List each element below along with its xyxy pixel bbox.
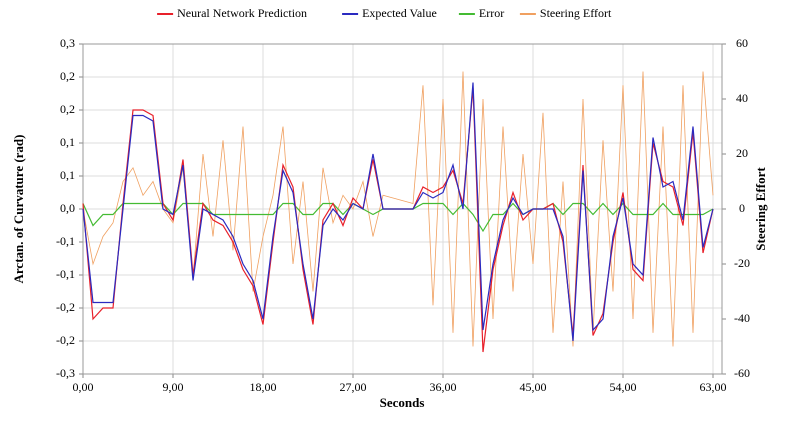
legend-label: Neural Network Prediction bbox=[177, 6, 307, 20]
y-axis-title: Arctan. of Curvature (rad) bbox=[11, 135, 26, 284]
y-tick-label: 0,3 bbox=[60, 36, 75, 50]
legend-label: Steering Effort bbox=[540, 6, 612, 20]
y-tick-label: -0,2 bbox=[56, 333, 75, 347]
y2-tick-label: 0 bbox=[739, 201, 745, 215]
y-tick-label: -0,1 bbox=[56, 267, 75, 281]
legend-label: Error bbox=[479, 6, 504, 20]
x-tick-label: 9,00 bbox=[163, 380, 184, 394]
y-tick-label: 0,1 bbox=[60, 135, 75, 149]
x-axis-title: Seconds bbox=[380, 395, 425, 410]
legend-label: Expected Value bbox=[362, 6, 437, 20]
x-tick-label: 36,00 bbox=[430, 380, 457, 394]
series-line bbox=[82, 87, 714, 353]
y2-tick-label: -20 bbox=[734, 256, 750, 270]
y2-tick-label: 40 bbox=[736, 91, 748, 105]
x-tick-label: 27,00 bbox=[340, 380, 367, 394]
y-tick-label: -0,2 bbox=[56, 300, 75, 314]
y2-axis-title: Steering Effort bbox=[753, 167, 768, 251]
y-tick-label: 0,0 bbox=[60, 201, 75, 215]
x-tick-label: 54,00 bbox=[610, 380, 637, 394]
x-tick-label: 63,00 bbox=[700, 380, 727, 394]
y2-tick-label: 60 bbox=[736, 36, 748, 50]
x-tick-label: 45,00 bbox=[520, 380, 547, 394]
y-tick-label: 0,2 bbox=[60, 69, 75, 83]
y2-tick-label: -60 bbox=[734, 366, 750, 380]
series-line bbox=[82, 82, 714, 342]
x-tick-label: 18,00 bbox=[250, 380, 277, 394]
y-tick-label: 0,1 bbox=[60, 168, 75, 182]
y-tick-label: 0,2 bbox=[60, 102, 75, 116]
x-tick-label: 0,00 bbox=[73, 380, 94, 394]
y-tick-label: -0,3 bbox=[56, 366, 75, 380]
y2-tick-label: 20 bbox=[736, 146, 748, 160]
y2-tick-label: -40 bbox=[734, 311, 750, 325]
y-tick-label: -0,1 bbox=[56, 234, 75, 248]
